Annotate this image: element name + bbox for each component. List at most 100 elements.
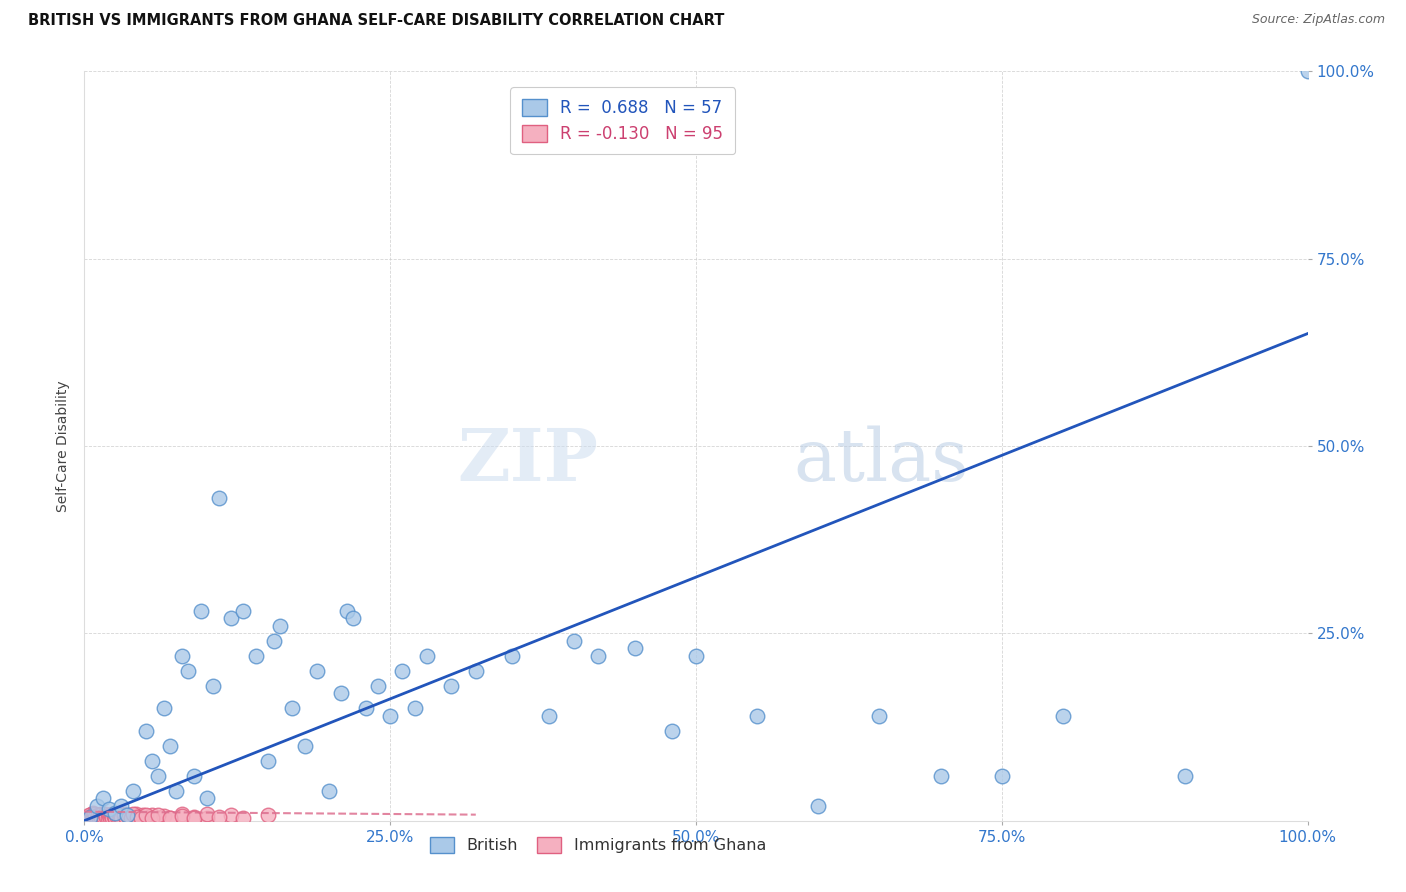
Point	[96, 810, 118, 824]
Point	[141, 754, 163, 768]
Point	[127, 810, 149, 824]
Point	[183, 769, 205, 783]
Point	[122, 811, 145, 825]
Point	[108, 808, 131, 822]
Point	[190, 604, 212, 618]
Point	[91, 791, 114, 805]
Point	[132, 808, 155, 822]
Point	[146, 811, 169, 825]
Point	[90, 811, 112, 825]
Point	[87, 808, 110, 822]
Point	[135, 811, 157, 825]
Point	[87, 811, 110, 825]
Point	[110, 809, 132, 823]
Point	[93, 811, 115, 825]
Point	[118, 807, 141, 822]
Point	[83, 806, 105, 821]
Y-axis label: Self-Care Disability: Self-Care Disability	[56, 380, 70, 512]
Text: ZIP: ZIP	[457, 425, 598, 497]
Point	[104, 806, 127, 821]
Point	[82, 806, 104, 821]
Point	[110, 798, 132, 813]
Point	[104, 811, 127, 825]
Point	[97, 811, 120, 825]
Point	[84, 809, 107, 823]
Point	[97, 811, 120, 825]
Point	[107, 807, 129, 822]
Point	[101, 811, 124, 825]
Point	[195, 806, 218, 821]
Point	[115, 811, 138, 825]
Point	[77, 811, 100, 825]
Point	[245, 648, 267, 663]
Point	[165, 783, 187, 797]
Point	[112, 806, 135, 821]
Legend: British, Immigrants from Ghana: British, Immigrants from Ghana	[422, 829, 775, 862]
Point	[269, 619, 291, 633]
Point	[122, 783, 145, 797]
Point	[336, 604, 359, 618]
Point	[281, 701, 304, 715]
Point	[90, 806, 112, 821]
Point	[257, 754, 280, 768]
Point	[305, 664, 328, 678]
Point	[120, 811, 142, 825]
Point	[201, 679, 224, 693]
Point	[1174, 769, 1197, 783]
Point	[257, 808, 280, 822]
Point	[183, 810, 205, 824]
Point	[97, 808, 120, 822]
Point	[562, 633, 585, 648]
Point	[82, 811, 104, 825]
Point	[464, 664, 486, 678]
Point	[79, 810, 101, 824]
Point	[807, 798, 830, 813]
Point	[172, 809, 194, 823]
Point	[661, 723, 683, 738]
Point	[117, 809, 139, 823]
Point	[129, 811, 152, 825]
Point	[87, 808, 110, 822]
Point	[159, 811, 181, 825]
Point	[98, 809, 121, 823]
Point	[122, 806, 145, 821]
Point	[141, 807, 163, 822]
Point	[219, 808, 242, 822]
Point	[219, 611, 242, 625]
Point	[330, 686, 353, 700]
Point	[111, 811, 134, 825]
Point	[263, 633, 285, 648]
Point	[80, 809, 103, 823]
Point	[1296, 64, 1319, 78]
Point	[104, 811, 127, 825]
Point	[183, 811, 205, 825]
Point	[318, 783, 340, 797]
Point	[342, 611, 364, 625]
Point	[112, 807, 135, 822]
Point	[91, 809, 114, 823]
Point	[141, 811, 163, 825]
Point	[380, 708, 402, 723]
Point	[79, 811, 101, 825]
Text: Source: ZipAtlas.com: Source: ZipAtlas.com	[1251, 13, 1385, 27]
Point	[115, 808, 138, 822]
Point	[685, 648, 707, 663]
Point	[172, 648, 194, 663]
Point	[586, 648, 609, 663]
Point	[98, 811, 121, 825]
Point	[929, 769, 952, 783]
Point	[77, 807, 100, 822]
Point	[83, 811, 105, 825]
Point	[114, 810, 136, 824]
Point	[869, 708, 891, 723]
Point	[89, 811, 111, 825]
Point	[502, 648, 524, 663]
Point	[105, 808, 128, 822]
Point	[367, 679, 389, 693]
Point	[404, 701, 426, 715]
Point	[538, 708, 561, 723]
Point	[100, 807, 122, 822]
Point	[153, 701, 176, 715]
Point	[97, 807, 120, 822]
Point	[105, 810, 128, 824]
